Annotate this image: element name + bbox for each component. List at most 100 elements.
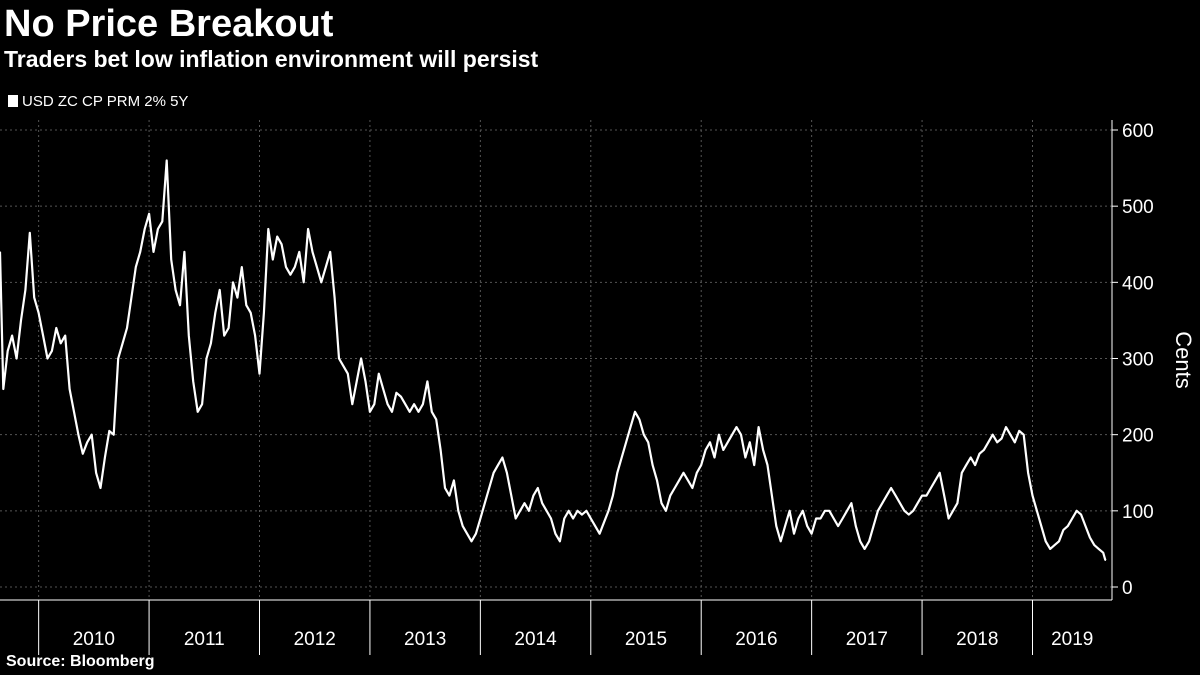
data-point — [33, 296, 35, 299]
data-point — [1027, 472, 1029, 474]
ytick-label-200: 200 — [1122, 426, 1154, 447]
data-point — [183, 251, 186, 253]
data-point — [515, 517, 517, 520]
data-point — [466, 533, 468, 535]
data-point — [705, 449, 707, 451]
chart-title: No Price Breakout — [4, 3, 334, 45]
data-point — [170, 258, 172, 261]
xtick-label-2017: 2017 — [846, 629, 888, 650]
data-point — [563, 517, 565, 520]
data-point — [766, 464, 769, 466]
ytick-label-600: 600 — [1122, 121, 1154, 142]
data-point — [1009, 434, 1012, 436]
data-point — [148, 213, 150, 215]
data-point — [943, 495, 945, 497]
data-point — [210, 342, 212, 344]
data-point — [886, 495, 888, 497]
data-point — [1098, 548, 1100, 550]
series-group — [0, 159, 1107, 561]
data-point — [868, 540, 870, 542]
data-point — [144, 228, 146, 230]
data-point — [400, 395, 402, 398]
data-point — [554, 533, 557, 535]
tick-labels: 0 100 200 300 400 500 600 2010 2011 2012 2013 2014 2… — [73, 121, 1196, 650]
data-point — [599, 533, 601, 535]
data-point — [1084, 525, 1087, 527]
data-point — [7, 350, 9, 352]
data-point — [289, 274, 292, 276]
data-point — [135, 266, 137, 268]
data-point — [166, 159, 168, 162]
data-point — [307, 228, 309, 230]
data-point — [1058, 540, 1060, 542]
data-point — [550, 517, 552, 520]
data-point — [992, 434, 994, 436]
data-point — [391, 411, 393, 413]
data-point — [846, 510, 848, 512]
data-point — [444, 487, 446, 489]
data-point — [342, 365, 345, 367]
data-point — [559, 540, 561, 542]
data-point — [687, 479, 689, 481]
data-point — [674, 487, 676, 489]
data-point — [108, 430, 110, 432]
data-point — [320, 281, 322, 283]
data-point — [1005, 426, 1007, 428]
data-point — [771, 495, 773, 497]
data-point — [930, 487, 932, 489]
legend: USD ZC CP PRM 2% 5Y — [8, 91, 188, 111]
data-point — [616, 472, 618, 474]
data-point — [749, 441, 751, 443]
data-point — [934, 479, 936, 481]
data-point — [665, 510, 667, 512]
data-point — [700, 464, 702, 466]
data-point — [647, 441, 649, 443]
data-point — [73, 411, 75, 413]
data-point — [815, 517, 817, 520]
data-point — [267, 228, 269, 230]
data-point — [311, 251, 314, 253]
data-point — [1045, 540, 1047, 542]
xtick-label-2019: 2019 — [1051, 629, 1093, 650]
data-point — [758, 426, 760, 428]
data-point — [104, 456, 106, 459]
data-point — [303, 281, 305, 283]
data-point — [245, 304, 247, 306]
data-point — [99, 487, 102, 489]
data-point — [793, 533, 795, 535]
data-point — [1000, 437, 1003, 440]
data-point — [179, 304, 181, 306]
data-point — [581, 514, 583, 516]
data-point — [479, 517, 481, 520]
data-point — [347, 373, 349, 375]
data-point — [506, 472, 508, 474]
data-point — [201, 403, 203, 405]
source-note: Source: Bloomberg — [6, 653, 155, 670]
data-point — [409, 411, 411, 413]
data-point — [51, 350, 53, 352]
data-point — [205, 357, 208, 360]
data-point — [263, 312, 265, 314]
data-point — [996, 441, 998, 443]
data-point — [819, 517, 822, 520]
data-point — [55, 327, 57, 329]
data-point — [285, 266, 287, 268]
data-point — [965, 464, 967, 466]
data-point — [440, 449, 442, 451]
data-point — [921, 495, 923, 497]
data-point — [682, 472, 685, 474]
data-point — [113, 434, 115, 436]
data-point — [11, 335, 13, 337]
data-point — [95, 472, 97, 474]
data-point — [360, 357, 362, 360]
data-point — [219, 289, 221, 291]
data-point — [890, 487, 892, 489]
data-point — [1076, 510, 1078, 512]
data-point — [60, 342, 62, 344]
data-point — [422, 403, 424, 405]
data-point — [417, 411, 420, 413]
data-point — [139, 251, 141, 253]
data-point — [20, 319, 22, 322]
data-point — [987, 441, 989, 443]
data-point — [294, 266, 296, 268]
